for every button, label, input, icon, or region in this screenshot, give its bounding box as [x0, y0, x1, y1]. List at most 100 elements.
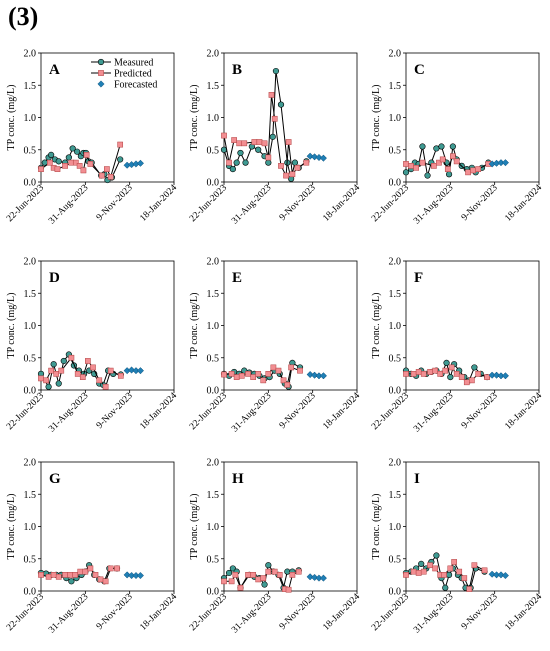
- predicted-point: [62, 572, 68, 578]
- y-tick-label: 1.0: [389, 522, 402, 533]
- predicted-point: [471, 562, 478, 569]
- predicted-point: [271, 115, 278, 122]
- predicted-point: [62, 163, 68, 169]
- x-tick-label: 9-Nov-2023: [278, 391, 318, 431]
- figure-label: (3): [8, 2, 39, 31]
- predicted-point: [38, 572, 44, 578]
- measured-point: [433, 552, 440, 559]
- predicted-point: [271, 568, 278, 575]
- predicted-point: [87, 161, 94, 167]
- predicted-point: [447, 565, 454, 572]
- forecasted-point: [501, 159, 509, 167]
- y-tick-label: 1.0: [24, 522, 37, 533]
- x-tick-label: 31-Aug-2023: [47, 592, 90, 635]
- x-tick-label: 18-Jan-2024: [321, 391, 362, 432]
- x-tick-label: 31-Aug-2023: [230, 592, 273, 635]
- legend-forecasted-marker: [97, 80, 105, 88]
- x-tick-label: 9-Nov-2023: [278, 183, 318, 223]
- predicted-point: [410, 371, 417, 377]
- predicted-point: [245, 371, 251, 377]
- predicted-point: [221, 132, 227, 139]
- measured-point: [449, 143, 456, 150]
- forecasted-point: [493, 371, 501, 379]
- predicted-point: [413, 164, 419, 171]
- predicted-point: [427, 369, 433, 375]
- predicted-point: [83, 152, 90, 158]
- predicted-point: [55, 573, 62, 580]
- predicted-point: [303, 159, 310, 166]
- predicted-point: [90, 364, 96, 371]
- panel-i: 0.0 0.5 1.0 1.5 2.0 TP conc. (mg/L) 22-Jun-202…: [370, 458, 544, 636]
- predicted-point: [102, 383, 109, 390]
- measured-point: [233, 159, 240, 166]
- measured-point: [291, 159, 299, 166]
- y-tick-label: 0.5: [24, 145, 37, 156]
- y-tick-label: 0.0: [389, 587, 402, 598]
- measured-point: [55, 158, 62, 165]
- x-tick-label: 31-Aug-2023: [412, 592, 455, 635]
- forecasted-point: [501, 372, 509, 380]
- x-tick-label: 18-Jan-2024: [503, 183, 544, 224]
- forecasted-point: [319, 574, 327, 582]
- legend-predicted-marker: [98, 70, 104, 76]
- forecasted-point: [311, 153, 319, 161]
- x-tick-label: 18-Jan-2024: [321, 183, 362, 224]
- predicted-point: [268, 92, 275, 98]
- predicted-point: [238, 372, 245, 379]
- predicted-point: [236, 140, 243, 147]
- predicted-point: [289, 171, 296, 178]
- y-tick-label: 0.5: [207, 554, 220, 565]
- predicted-point: [251, 139, 258, 145]
- forecasted-point: [311, 573, 319, 582]
- x-tick-label: 18-Jan-2024: [138, 183, 179, 224]
- x-tick-label: 31-Aug-2023: [412, 391, 455, 434]
- measured-point: [277, 101, 285, 108]
- predicted-point: [221, 371, 227, 378]
- measured-point: [69, 145, 76, 152]
- x-tick-label: 18-Jan-2024: [138, 592, 179, 633]
- x-tick-label: 31-Aug-2023: [230, 183, 273, 226]
- predicted-point: [450, 153, 456, 160]
- y-axis-label: TP conc. (mg/L): [371, 292, 382, 358]
- predicted-point: [45, 573, 52, 580]
- measured-point: [471, 364, 478, 371]
- predicted-point: [47, 159, 53, 166]
- x-tick-label: 18-Jan-2024: [138, 391, 179, 432]
- predicted-point: [420, 568, 427, 575]
- predicted-point: [481, 567, 488, 574]
- predicted-point: [54, 166, 61, 172]
- y-tick-label: 0.0: [207, 178, 220, 189]
- y-axis-label: TP conc. (mg/L): [6, 292, 17, 358]
- panel-letter: A: [49, 62, 60, 78]
- predicted-point: [431, 163, 437, 169]
- predicted-point: [466, 586, 473, 592]
- panel-h: 0.0 0.5 1.0 1.5 2.0 TP conc. (mg/L) 22-Jun-202…: [188, 458, 362, 636]
- measured-point: [442, 584, 449, 591]
- measured-point: [229, 166, 236, 173]
- predicted-point: [451, 559, 457, 565]
- y-tick-label: 0.0: [389, 386, 402, 397]
- measured-point: [265, 562, 272, 569]
- y-tick-label: 0.0: [24, 386, 37, 397]
- forecasted-point: [306, 573, 314, 581]
- x-tick-label: 9-Nov-2023: [95, 183, 135, 223]
- predicted-point: [80, 167, 87, 174]
- y-tick-label: 2.0: [389, 458, 402, 469]
- predicted-point: [265, 154, 272, 161]
- y-tick-label: 1.0: [24, 321, 37, 332]
- predicted-point: [453, 371, 460, 377]
- y-tick-label: 2.0: [24, 49, 37, 60]
- predicted-point: [38, 166, 44, 172]
- measured-point: [73, 148, 81, 155]
- y-axis-label: TP conc. (mg/L): [189, 292, 200, 358]
- plot-frame: [405, 260, 540, 391]
- predicted-point: [77, 568, 84, 575]
- predicted-point: [255, 576, 262, 583]
- predicted-point: [285, 586, 292, 593]
- predicted-point: [68, 354, 75, 361]
- y-tick-label: 1.0: [207, 113, 220, 124]
- predicted-point: [233, 374, 240, 380]
- legend-measured-marker: [97, 58, 105, 66]
- predicted-point: [432, 565, 438, 572]
